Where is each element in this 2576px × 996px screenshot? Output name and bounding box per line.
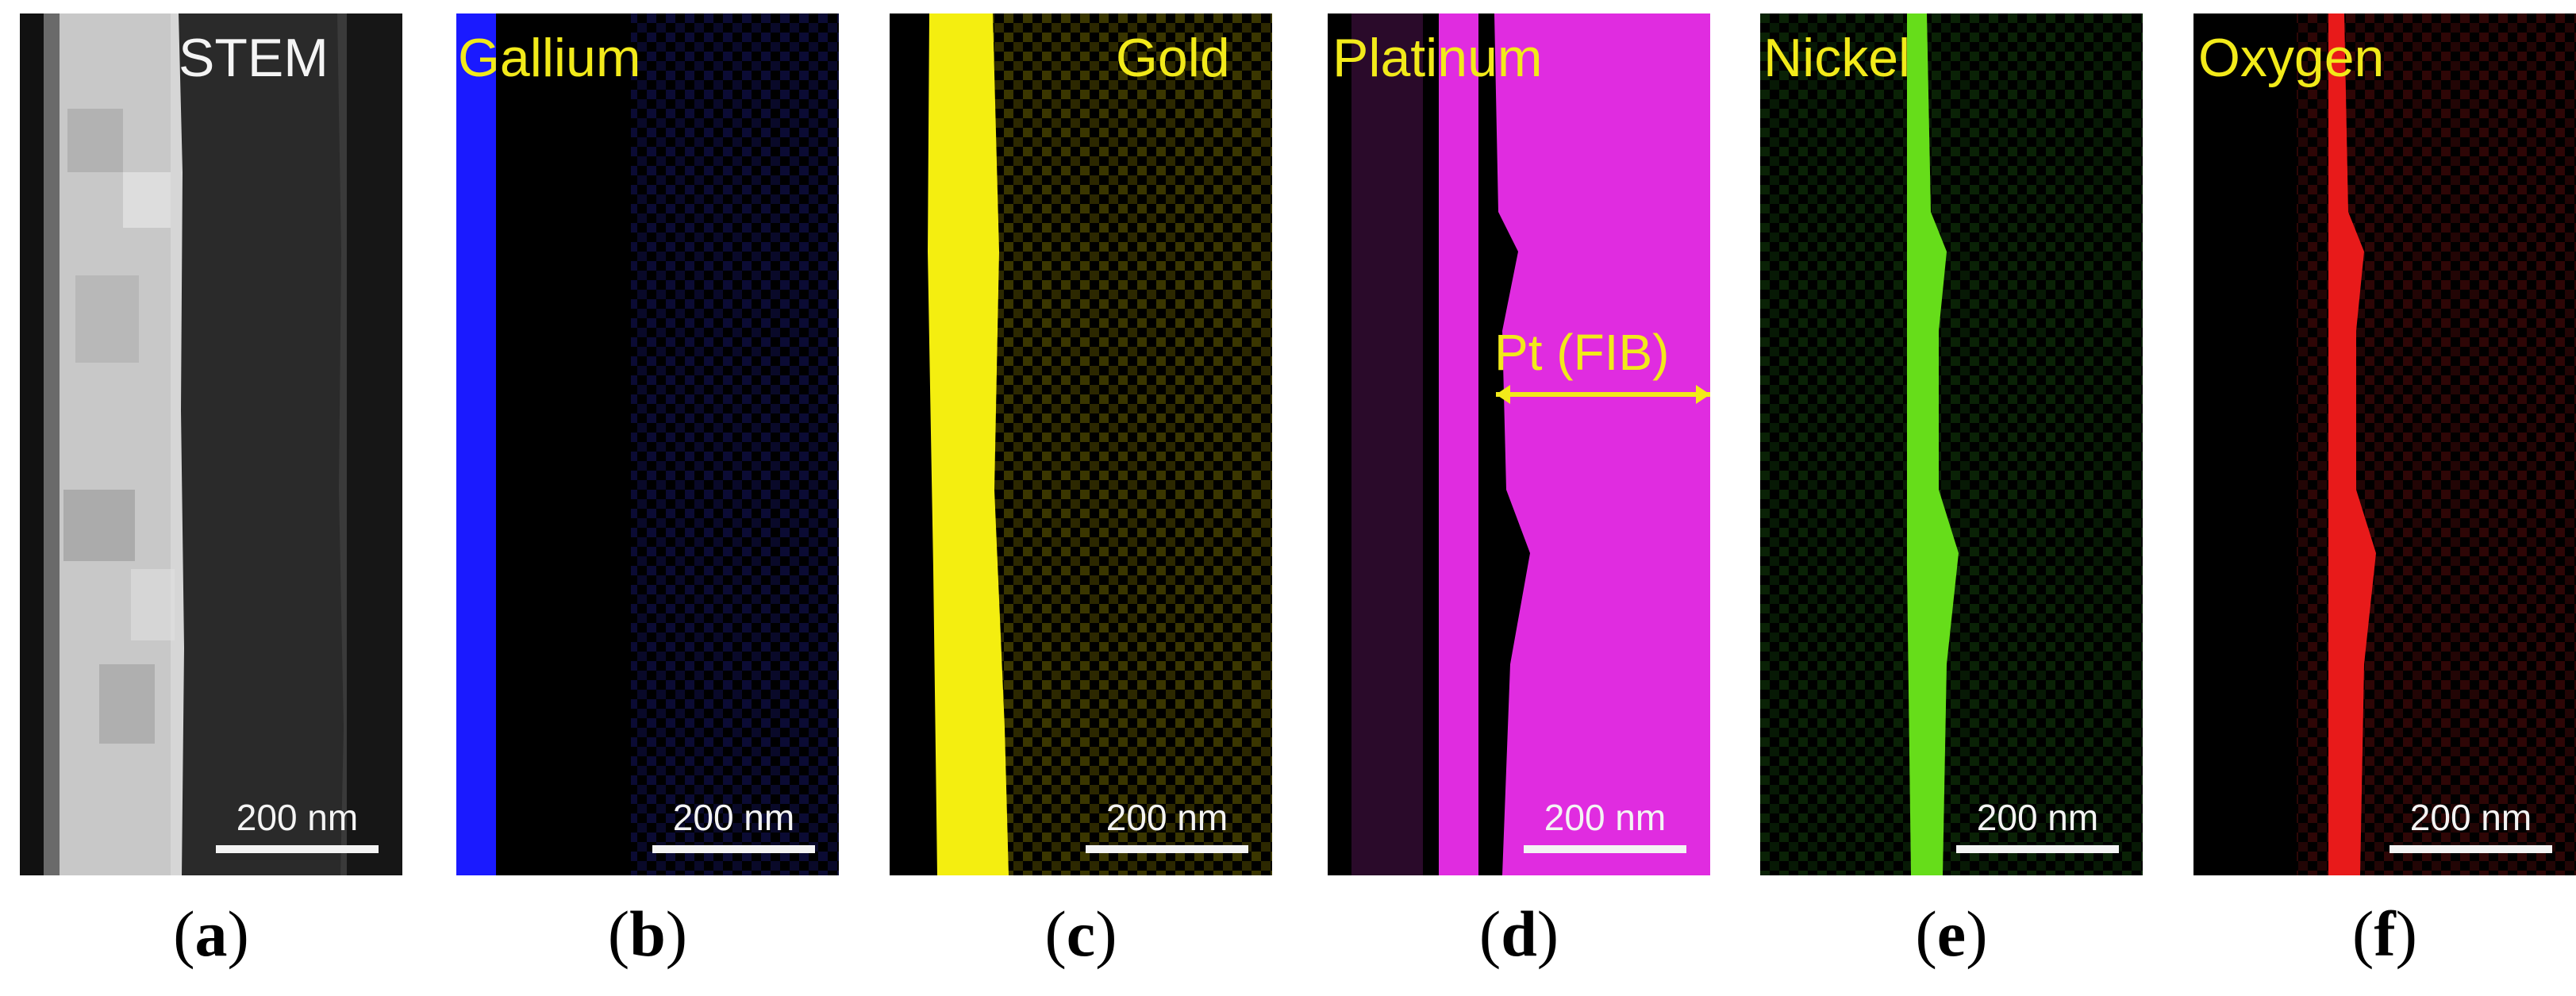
scale-bar-label: 200 nm (1544, 797, 1667, 838)
stem-panel: STEM 200 nm (20, 13, 402, 875)
oxygen-panel: Oxygen 200 nm (2193, 13, 2576, 875)
stem-image (20, 13, 402, 875)
scale-bar (1956, 845, 2119, 853)
element-label: STEM (179, 28, 329, 88)
platinum-map (1328, 13, 1710, 875)
scale-bar-label: 200 nm (236, 797, 359, 838)
caption-letter: d (1501, 898, 1537, 970)
gallium-map (456, 13, 839, 875)
element-label: Oxygen (2198, 28, 2385, 88)
element-label: Nickel (1763, 28, 1911, 88)
caption-f: (f) (2352, 898, 2417, 970)
caption-letter: c (1066, 898, 1096, 970)
caption-c: (c) (1044, 898, 1117, 970)
gallium-panel: Gallium 200 nm (456, 13, 839, 875)
scale-bar (1086, 845, 1248, 853)
gold-panel: Gold 200 nm (890, 13, 1272, 875)
scale-bar-label: 200 nm (1976, 797, 2099, 838)
caption-a: (a) (173, 898, 249, 970)
scale-bar-label: 200 nm (2409, 797, 2532, 838)
scale-bar (2390, 845, 2552, 853)
scale-bar-label: 200 nm (672, 797, 795, 838)
scale-bar-label: 200 nm (1105, 797, 1228, 838)
caption-d: (d) (1478, 898, 1559, 970)
scale-bar (652, 845, 815, 853)
gold-map (890, 13, 1272, 875)
caption-letter: e (1936, 898, 1967, 970)
element-label: Gold (1116, 28, 1230, 88)
caption-letter: a (194, 898, 228, 970)
pt-fib-annotation: Pt (FIB) (1494, 324, 1670, 381)
oxygen-map (2193, 13, 2576, 875)
caption-b: (b) (607, 898, 688, 970)
caption-e: (e) (1915, 898, 1988, 970)
nickel-map (1760, 13, 2143, 875)
scale-bar (216, 845, 379, 853)
element-label: Platinum (1332, 28, 1543, 88)
nickel-panel: Nickel 200 nm (1760, 13, 2143, 875)
platinum-panel: Platinum Pt (FIB) 200 nm (1328, 13, 1710, 875)
scale-bar (1524, 845, 1686, 853)
caption-letter: b (629, 898, 666, 970)
caption-letter: f (2374, 898, 2396, 970)
element-label: Gallium (458, 28, 641, 88)
